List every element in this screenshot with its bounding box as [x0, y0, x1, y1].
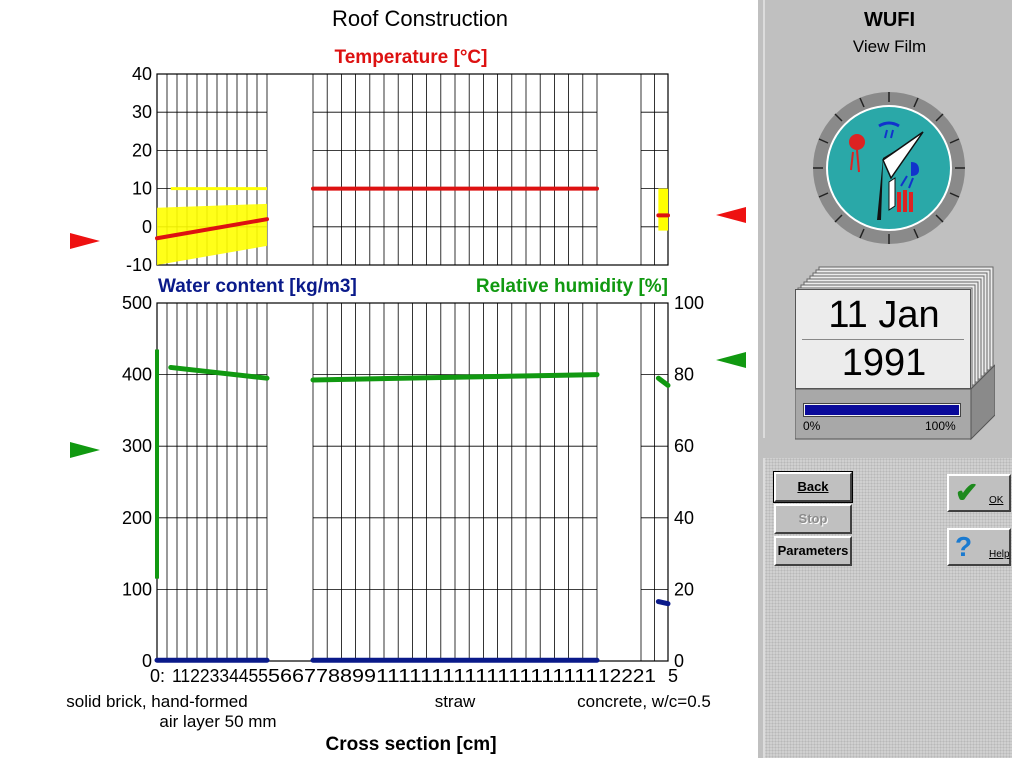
- date-calendar: 11 Jan 1991 0% 100%: [795, 265, 995, 440]
- question-mark-icon: ?: [955, 531, 973, 562]
- chart-title: Roof Construction: [332, 6, 508, 31]
- date-year: 1991: [841, 342, 927, 384]
- progress-min-label: 0%: [803, 419, 821, 433]
- water-content-axis-title: Water content [kg/m3]: [158, 276, 357, 297]
- temperature-grid: 40 30 20 10 0 -10: [126, 64, 669, 275]
- chart-marks: [154, 186, 671, 663]
- side-panel-buttons: Back Stop Parameters ✔ OK ? Help: [763, 458, 1012, 758]
- temperature-boundary-left-marker: [70, 233, 100, 249]
- temperature-tick-label: 10: [132, 179, 152, 199]
- temperature-tick-label: -10: [126, 255, 152, 275]
- temperature-gap: [268, 75, 312, 264]
- app-title: WUFI: [863, 9, 916, 31]
- humidity-tick-label: 60: [674, 436, 694, 456]
- stop-button-label: Stop: [798, 511, 828, 526]
- x-axis-title: Cross section [cm]: [325, 734, 496, 755]
- parameters-button-label: Parameters: [777, 543, 849, 558]
- humidity-tick-label: 80: [674, 365, 694, 385]
- humidity-boundary-right-marker: [716, 352, 746, 368]
- checkmark-icon: ✔: [955, 477, 979, 508]
- chart-area: Roof Construction Temperature [°C] Water…: [66, 6, 746, 755]
- back-button[interactable]: Back: [773, 471, 853, 503]
- x-axis-tick-labels-layer1b: 1122334455: [172, 666, 268, 686]
- layer-label-straw: straw: [435, 692, 476, 711]
- progress-max-label: 100%: [925, 419, 956, 433]
- temperature-gap: [598, 75, 640, 264]
- x-axis-tick-labels-layer4: 12221: [598, 666, 656, 686]
- relative-humidity-axis-title: Relative humidity [%]: [476, 276, 668, 297]
- temperature-envelope-brick: [157, 203, 267, 265]
- layer-label-brick: solid brick, hand-formed: [66, 692, 247, 711]
- moisture-gap: [268, 304, 312, 660]
- humidity-line: [655, 375, 671, 388]
- date-day-month: 11 Jan: [828, 294, 940, 336]
- temperature-envelope-concrete: [658, 188, 668, 231]
- water-content-tick-label: 200: [122, 508, 152, 528]
- humidity-tick-label: 20: [674, 579, 694, 599]
- layer-label-air: air layer 50 mm: [159, 712, 276, 731]
- water-content-tick-label: 400: [122, 365, 152, 385]
- x-axis-tick-labels-layer2: 566778899: [268, 666, 376, 686]
- humidity-boundary-left-marker: [70, 442, 100, 458]
- stop-button[interactable]: Stop: [774, 504, 852, 534]
- back-button-label: Back: [797, 479, 829, 494]
- humidity-line: [310, 372, 600, 383]
- app-subtitle: View Film: [852, 37, 927, 56]
- layer-label-concrete: concrete, w/c=0.5: [577, 692, 711, 711]
- temperature-tick-label: 30: [132, 102, 152, 122]
- parameters-button[interactable]: Parameters: [774, 536, 852, 566]
- water-content-tick-label: 500: [122, 293, 152, 313]
- side-panel: WUFI View Film: [758, 0, 1012, 758]
- x-axis-tick-labels-layer3: 11111111111111111111: [376, 666, 598, 686]
- temperature-line: [155, 217, 269, 241]
- water-content-tick-label: 0: [142, 651, 152, 671]
- help-button-label: Help: [989, 549, 1010, 560]
- water-content-line: [655, 599, 671, 607]
- temperature-axis-title: Temperature [°C]: [335, 47, 488, 68]
- temperature-boundary-right-marker: [716, 207, 746, 223]
- calendar-divider: [802, 339, 964, 340]
- x-axis-tick-labels-layer5: 5: [668, 666, 678, 686]
- side-panel-top: WUFI View Film: [763, 0, 1012, 440]
- ok-button-label: OK: [989, 495, 1004, 506]
- moisture-gap: [598, 304, 640, 660]
- chart-svg: Roof Construction Temperature [°C] Water…: [66, 6, 746, 755]
- wufi-logo-icon: [813, 92, 965, 244]
- help-button[interactable]: ? Help: [947, 528, 1011, 566]
- progress-bar-fill: [805, 405, 959, 415]
- water-content-tick-label: 100: [122, 579, 152, 599]
- temperature-tick-label: 20: [132, 140, 152, 160]
- water-content-tick-label: 300: [122, 436, 152, 456]
- x-axis-tick-labels-layer1: 0:: [150, 666, 165, 686]
- humidity-tick-label: 40: [674, 508, 694, 528]
- humidity-line: [168, 364, 270, 381]
- calendar-face: 11 Jan 1991: [795, 289, 971, 389]
- progress-bar: [803, 403, 961, 417]
- temperature-tick-label: 0: [142, 217, 152, 237]
- ok-button[interactable]: ✔ OK: [947, 474, 1011, 512]
- temperature-tick-label: 40: [132, 64, 152, 84]
- humidity-tick-label: 0: [674, 651, 684, 671]
- humidity-tick-label: 100: [674, 293, 704, 313]
